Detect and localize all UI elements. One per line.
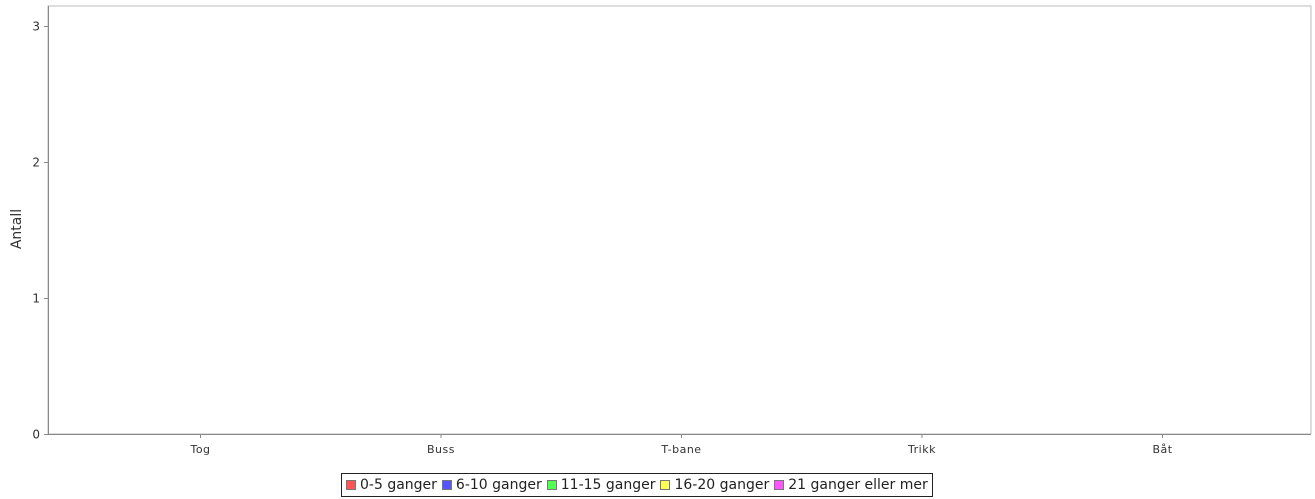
y-tick-label: 3: [32, 20, 40, 34]
x-tick-label: Trikk: [907, 443, 936, 456]
legend-label: 11-15 ganger: [560, 477, 656, 493]
y-axis-ticks: 0 1 2 3: [32, 20, 48, 442]
legend-swatch: [660, 480, 671, 490]
legend-item: 16-20 ganger: [660, 477, 769, 493]
legend-swatch: [346, 480, 356, 490]
x-tick-label: Båt: [1152, 443, 1172, 456]
legend-item: 6-10 ganger: [441, 477, 542, 493]
x-tick-label: T-bane: [660, 443, 701, 456]
legend-item: 0-5 ganger: [346, 477, 437, 493]
legend-swatch: [441, 480, 452, 490]
x-tick-label: Tog: [189, 443, 210, 456]
legend-label: 0-5 ganger: [360, 477, 437, 493]
y-tick-label: 1: [32, 292, 40, 306]
legend-item: 21 ganger eller mer: [774, 477, 928, 493]
legend: 0-5 ganger 6-10 ganger 11-15 ganger 16-20 g…: [341, 473, 933, 497]
legend-swatch: [774, 480, 785, 490]
legend-item: 11-15 ganger: [546, 477, 656, 493]
x-axis-ticks: Tog Buss T-bane Trikk Båt: [189, 434, 1172, 456]
legend-label: 6-10 ganger: [455, 477, 542, 493]
axes: [47, 5, 1312, 435]
y-tick-label: 2: [32, 156, 40, 170]
legend-label: 16-20 ganger: [674, 477, 770, 493]
y-axis-title: Antall: [9, 209, 25, 249]
y-tick-label: 0: [32, 428, 40, 442]
legend-label: 21 ganger eller mer: [788, 477, 928, 493]
legend-swatch: [546, 480, 557, 490]
plot-area: [47, 5, 1312, 435]
x-tick-label: Buss: [427, 443, 455, 456]
